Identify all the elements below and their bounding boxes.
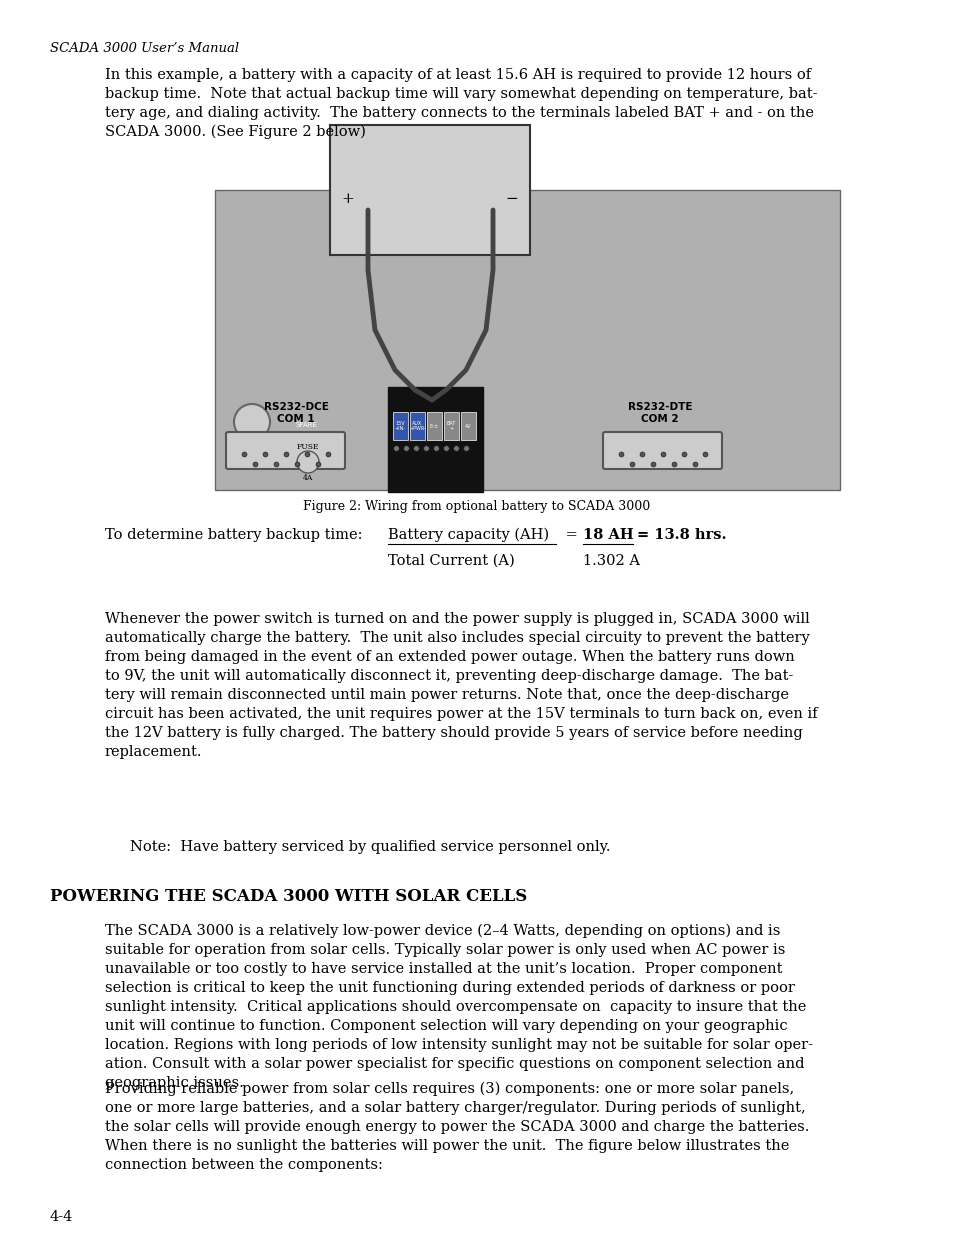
Bar xyxy=(214,190,840,490)
Text: SPARE: SPARE xyxy=(294,422,316,429)
Text: 4V: 4V xyxy=(465,424,471,429)
Text: = 13.8 hrs.: = 13.8 hrs. xyxy=(637,529,726,542)
Bar xyxy=(460,412,476,440)
Bar xyxy=(410,412,424,440)
Text: Battery capacity (AH): Battery capacity (AH) xyxy=(388,529,549,542)
Text: −: − xyxy=(505,191,517,206)
Bar xyxy=(427,412,441,440)
Text: Note:  Have battery serviced by qualified service personnel only.: Note: Have battery serviced by qualified… xyxy=(130,840,610,853)
Text: POWERING THE SCADA 3000 WITH SOLAR CELLS: POWERING THE SCADA 3000 WITH SOLAR CELLS xyxy=(50,888,527,905)
Text: 18 AH: 18 AH xyxy=(582,529,633,542)
Text: 15V
+IN-: 15V +IN- xyxy=(395,421,406,431)
Bar xyxy=(330,125,530,254)
Text: +: + xyxy=(341,191,354,206)
FancyBboxPatch shape xyxy=(602,432,721,469)
FancyBboxPatch shape xyxy=(226,432,345,469)
Text: SCADA 3000 User’s Manual: SCADA 3000 User’s Manual xyxy=(50,42,239,56)
Text: 1.302 A: 1.302 A xyxy=(582,555,639,568)
Bar xyxy=(393,412,408,440)
Text: =: = xyxy=(560,529,586,542)
Text: 4-4: 4-4 xyxy=(50,1210,73,1224)
Circle shape xyxy=(233,404,270,440)
Text: Providing reliable power from solar cells requires (3) components: one or more s: Providing reliable power from solar cell… xyxy=(105,1082,808,1172)
Text: Whenever the power switch is turned on and the power supply is plugged in, SCADA: Whenever the power switch is turned on a… xyxy=(105,613,817,758)
Text: AUX
+PWR-: AUX +PWR- xyxy=(409,421,425,431)
Text: Figure 2: Wiring from optional battery to SCADA 3000: Figure 2: Wiring from optional battery t… xyxy=(303,500,650,513)
Text: The SCADA 3000 is a relatively low-power device (2–4 Watts, depending on options: The SCADA 3000 is a relatively low-power… xyxy=(105,924,812,1091)
Bar xyxy=(443,412,458,440)
Text: E-±: E-± xyxy=(430,424,438,429)
Circle shape xyxy=(296,451,318,473)
Text: BAT
+: BAT + xyxy=(446,421,456,431)
Text: RS232-DTE
COM 2: RS232-DTE COM 2 xyxy=(627,401,692,424)
Text: RS232-DCE
COM 1: RS232-DCE COM 1 xyxy=(263,401,328,424)
Text: To determine battery backup time:: To determine battery backup time: xyxy=(105,529,362,542)
Bar xyxy=(388,387,482,492)
Text: 4A: 4A xyxy=(302,474,313,482)
Text: FUSE: FUSE xyxy=(296,443,319,451)
Text: Total Current (A): Total Current (A) xyxy=(388,555,515,568)
Text: In this example, a battery with a capacity of at least 15.6 AH is required to pr: In this example, a battery with a capaci… xyxy=(105,68,817,140)
